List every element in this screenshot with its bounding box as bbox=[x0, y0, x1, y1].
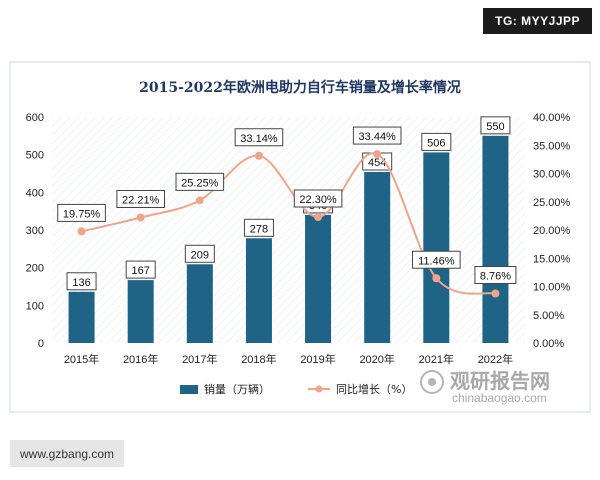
y-right-tick-label: 5.00% bbox=[533, 310, 564, 322]
legend-marker-line bbox=[315, 385, 323, 393]
x-axis: 2015年 2016年 2017年 2018年 2019年 2020年 2021年 2022年 bbox=[64, 352, 513, 366]
y-left-tick-label: 300 bbox=[26, 225, 44, 237]
legend-label-line: 同比增长（%） bbox=[336, 382, 412, 396]
line-data-label: 33.14% bbox=[240, 133, 278, 145]
y-left-tick-label: 500 bbox=[26, 150, 44, 162]
legend: 销量（万辆） 同比增长（%） bbox=[180, 382, 412, 396]
plot-area bbox=[52, 117, 525, 343]
bar bbox=[186, 264, 213, 343]
line-point bbox=[491, 289, 500, 298]
y-right-tick-label: 15.00% bbox=[533, 253, 571, 265]
line-data-label-box bbox=[352, 126, 402, 145]
y-left-tick-label: 100 bbox=[26, 300, 44, 312]
plot-background bbox=[52, 117, 525, 343]
bar bbox=[364, 171, 391, 343]
line-point bbox=[314, 213, 323, 222]
bar-data-label: 136 bbox=[72, 277, 90, 289]
line-data-label: 8.76% bbox=[480, 271, 511, 283]
bar-data-label-box bbox=[184, 244, 215, 263]
bar bbox=[68, 291, 95, 343]
y-axis-left: 0 100 200 300 400 500 600 bbox=[26, 112, 44, 350]
line-point bbox=[432, 274, 441, 283]
bar-data-label: 550 bbox=[486, 121, 504, 133]
y-right-tick-label: 35.00% bbox=[533, 140, 571, 152]
legend-swatch-bar bbox=[180, 385, 198, 394]
source-logo: 观研报告网 chinabaogao.com bbox=[420, 369, 550, 405]
line-data-label: 22.21% bbox=[122, 195, 160, 207]
y-right-tick-label: 40.00% bbox=[533, 112, 571, 124]
watermark-bottom: www.gzbang.com bbox=[10, 440, 125, 467]
logo-icon bbox=[420, 370, 444, 394]
bar-data-label-box bbox=[66, 272, 97, 291]
logo-text-en: chinabaogao.com bbox=[452, 391, 547, 405]
bar-series: 136167209278340454506550 bbox=[66, 116, 511, 343]
bar-data-label-box bbox=[125, 260, 156, 279]
bar-data-label-box bbox=[480, 116, 511, 135]
line-data-label: 33.44% bbox=[359, 131, 397, 143]
legend-label-bar: 销量（万辆） bbox=[204, 382, 270, 396]
line-point bbox=[254, 151, 263, 160]
line-data-label-box bbox=[474, 266, 517, 285]
x-tick-label: 2017年 bbox=[182, 352, 217, 366]
line-data-label-box bbox=[116, 190, 165, 209]
y-left-tick-label: 400 bbox=[26, 187, 44, 199]
y-left-tick-label: 0 bbox=[38, 338, 44, 350]
bar bbox=[423, 152, 450, 343]
x-tick-label: 2016年 bbox=[123, 352, 158, 366]
bar bbox=[127, 280, 154, 343]
y-right-tick-label: 30.00% bbox=[533, 169, 571, 181]
line-data-label: 19.75% bbox=[63, 208, 101, 220]
line-data-label: 22.30% bbox=[299, 194, 337, 206]
y-left-tick-label: 200 bbox=[26, 263, 44, 275]
line-data-label-box bbox=[175, 172, 225, 191]
y-left-tick-label: 600 bbox=[26, 112, 44, 124]
logo-text-cn: 观研报告网 bbox=[450, 369, 550, 393]
y-right-tick-label: 0.00% bbox=[533, 338, 564, 350]
line-point bbox=[373, 150, 382, 159]
bar-data-label-box bbox=[421, 132, 452, 151]
bar bbox=[245, 238, 272, 343]
y-right-tick-label: 20.00% bbox=[533, 225, 571, 237]
x-tick-label: 2021年 bbox=[419, 352, 454, 366]
bar-data-label: 506 bbox=[427, 137, 445, 149]
line-point bbox=[195, 196, 204, 205]
line-data-label-box bbox=[412, 250, 461, 269]
bar bbox=[482, 135, 509, 343]
bar-data-label: 209 bbox=[191, 249, 209, 261]
line-point bbox=[77, 227, 86, 236]
bar bbox=[305, 214, 332, 343]
y-right-tick-label: 25.00% bbox=[533, 197, 571, 209]
x-tick-label: 2022年 bbox=[478, 352, 513, 366]
bar-data-label: 278 bbox=[250, 223, 268, 235]
y-axis-right: 0.00% 5.00% 10.00% 15.00% 20.00% 25.00% 30.00%… bbox=[533, 112, 571, 350]
x-tick-label: 2019年 bbox=[300, 352, 335, 366]
line-data-label-box bbox=[57, 203, 106, 222]
line-data-label-box bbox=[234, 128, 284, 147]
line-data-label: 25.25% bbox=[181, 177, 219, 189]
logo-icon-core bbox=[428, 378, 436, 386]
bar-data-label: 454 bbox=[368, 157, 386, 169]
x-tick-label: 2018年 bbox=[241, 352, 276, 366]
x-tick-label: 2015年 bbox=[64, 352, 99, 366]
line-point bbox=[136, 213, 145, 222]
chart-title: 2015-2022年欧洲电助力自行车销量及增长率情况 bbox=[139, 79, 461, 96]
line-series: 19.75% 22.21% 25.25% 33.14% 22.30% 33.44% 11.4… bbox=[57, 126, 517, 298]
bar-data-label-box bbox=[243, 218, 274, 237]
x-tick-label: 2020年 bbox=[359, 352, 394, 366]
line-data-label-box bbox=[293, 189, 343, 208]
bar-data-label: 167 bbox=[132, 265, 150, 277]
line-data-label: 11.46% bbox=[418, 255, 455, 267]
y-right-tick-label: 10.00% bbox=[533, 282, 571, 294]
watermark-top: TG: MYYJJPP bbox=[483, 8, 592, 34]
